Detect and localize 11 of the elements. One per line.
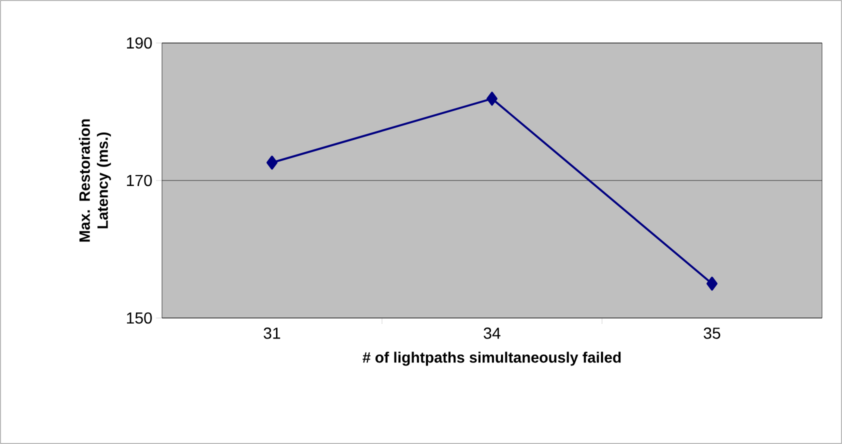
point	[266, 156, 278, 170]
x-tick-label: 31	[264, 328, 280, 339]
x-tick-label: 35	[704, 328, 720, 339]
x-axis-title: # of lightpaths simultaneously failed	[362, 352, 621, 366]
y-tick-label: 150	[126, 312, 152, 324]
point	[706, 276, 718, 291]
x-tick-label: 34	[484, 328, 500, 339]
y-tick-label: 170	[126, 174, 152, 186]
y-tick-label: 190	[126, 37, 152, 49]
y-axis-title: Max. Restoration Latency (ms.)	[78, 119, 111, 242]
point	[486, 92, 498, 106]
